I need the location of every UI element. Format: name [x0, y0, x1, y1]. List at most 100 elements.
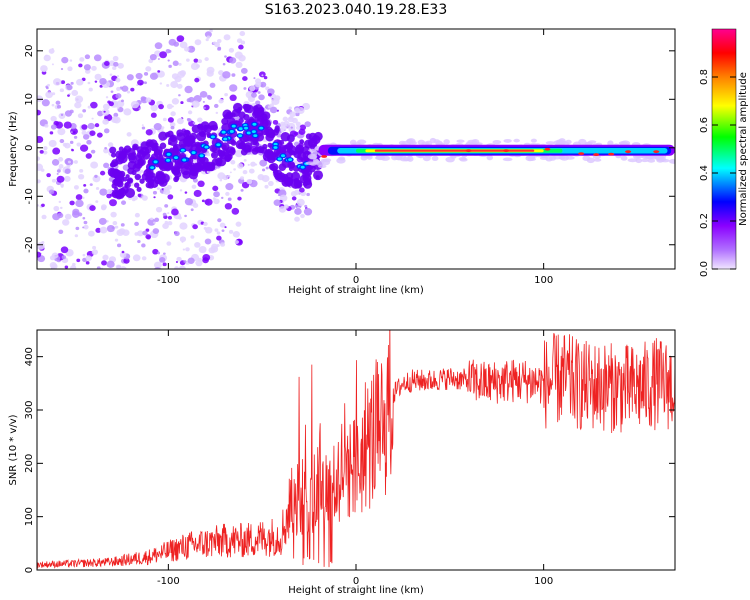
x-tick-label: -100 — [157, 576, 180, 587]
spectrogram-blob — [40, 65, 48, 72]
spectrogram-blob — [231, 73, 236, 77]
spectrogram-blob — [134, 173, 141, 181]
spectrogram-blob — [250, 161, 256, 167]
spectrogram-blob — [100, 204, 107, 210]
spectrogram-blob — [278, 146, 286, 154]
spectrogram-blob — [204, 31, 212, 38]
spectrogram-blob — [282, 116, 289, 122]
spectrogram-blob — [99, 170, 106, 176]
spectrogram-blob — [83, 224, 89, 230]
spectrogram-blob — [209, 29, 213, 33]
spectrogram-blob — [205, 38, 209, 42]
spectrogram-blob — [62, 142, 68, 147]
spectrogram-blob — [291, 117, 298, 124]
spectrogram-blob — [257, 146, 265, 154]
spectrogram-blob — [109, 73, 113, 76]
spectrogram-blob — [37, 95, 43, 103]
spectrogram-blob — [85, 153, 92, 159]
spectrogram-blob — [46, 173, 51, 178]
spectrogram-blob — [103, 162, 110, 169]
spectrogram-blob — [236, 38, 243, 44]
y-tick-label: -10 — [24, 188, 35, 204]
spectrogram-blob — [162, 117, 167, 122]
spectrogram-blob — [125, 174, 130, 179]
spectrogram-blob — [73, 160, 78, 164]
spectrogram-blob — [171, 98, 180, 105]
spectrogram-blob — [64, 265, 69, 269]
spectrogram-blob — [198, 245, 207, 254]
spectrogram-peak — [465, 149, 472, 153]
spectrogram-blob — [121, 85, 129, 92]
spectrogram-blob — [187, 110, 193, 115]
spectrogram-blob — [295, 121, 301, 127]
spectrogram-blob — [229, 57, 237, 64]
spectrogram-y-label: Frequency (Hz) — [8, 111, 19, 187]
spectrogram-hotspot — [150, 166, 155, 170]
spectrogram-blob — [221, 196, 224, 199]
spectrogram-blob — [238, 111, 246, 119]
spectrogram-blob — [287, 122, 296, 131]
spectrogram-blob — [229, 94, 237, 102]
spectrogram-blob — [171, 208, 179, 216]
spectrogram-blob — [49, 255, 56, 261]
spectrogram-blob — [225, 183, 234, 191]
spectrogram-blob — [227, 174, 231, 178]
spectrogram-blob — [291, 196, 297, 201]
spectrogram-blob — [277, 194, 281, 197]
spectrogram-blob — [47, 83, 51, 87]
spectrogram-peak — [608, 152, 615, 156]
spectrogram-blob — [56, 172, 59, 175]
spectrogram-blob — [203, 221, 208, 227]
spectrogram-blob — [258, 71, 266, 78]
spectrogram-blob — [226, 25, 229, 27]
spectrogram-blob — [239, 31, 246, 37]
spectrogram-blob — [222, 71, 231, 79]
spectrogram-blob — [82, 276, 87, 280]
spectrogram-blob — [158, 131, 168, 141]
spectrogram-blob — [202, 253, 211, 262]
spectrogram-blob — [149, 54, 157, 61]
spectrogram-blob — [103, 110, 106, 113]
spectrogram-blob — [171, 73, 179, 80]
spectrogram-blob — [94, 279, 102, 286]
spectrogram-blob — [128, 155, 137, 164]
spectrogram-ridge — [374, 149, 535, 152]
spectrogram-blob — [178, 216, 182, 220]
spectrogram-blob — [76, 258, 81, 263]
spectrogram-blob — [184, 198, 194, 206]
spectrogram-blob — [163, 186, 170, 192]
spectrogram-blob — [197, 123, 204, 130]
spectrogram-blob — [41, 99, 50, 107]
spectrogram-blob — [289, 111, 296, 118]
spectrogram-blob — [240, 176, 245, 180]
spectrogram-blob — [59, 88, 64, 93]
x-tick-label: -100 — [157, 275, 180, 286]
spectrogram-blob — [228, 229, 234, 234]
spectrogram-blob — [169, 122, 176, 128]
spectrogram-blob — [99, 188, 108, 196]
spectrogram-blob — [219, 179, 223, 182]
spectrogram-blob — [166, 103, 173, 110]
spectrogram-hotspot — [246, 131, 251, 135]
spectrogram-blob — [135, 72, 143, 80]
spectrogram-peak — [593, 153, 600, 156]
spectrogram-blob — [176, 117, 184, 125]
spectrogram-blob — [37, 179, 41, 184]
spectrogram-blob — [627, 158, 638, 163]
spectrogram-blob — [118, 146, 124, 152]
spectrogram-blob — [94, 123, 100, 128]
spectrogram-blob — [228, 147, 236, 155]
spectrogram-blob — [91, 117, 94, 120]
spectrogram-blob — [83, 282, 85, 284]
spectrogram-blob — [232, 231, 241, 238]
spectrogram-blob — [178, 94, 181, 97]
spectrogram-blob — [162, 222, 169, 229]
spectrogram-blob — [105, 96, 109, 99]
spectrogram-blob — [545, 141, 556, 145]
spectrogram-hotspot — [273, 146, 278, 149]
spectrogram-x-label: Height of straight line (km) — [288, 285, 424, 296]
spectrogram-hotspot — [238, 127, 243, 131]
spectrogram-blob — [559, 154, 570, 161]
spectrogram-blob — [179, 236, 187, 243]
spectrogram-blob — [116, 106, 120, 109]
